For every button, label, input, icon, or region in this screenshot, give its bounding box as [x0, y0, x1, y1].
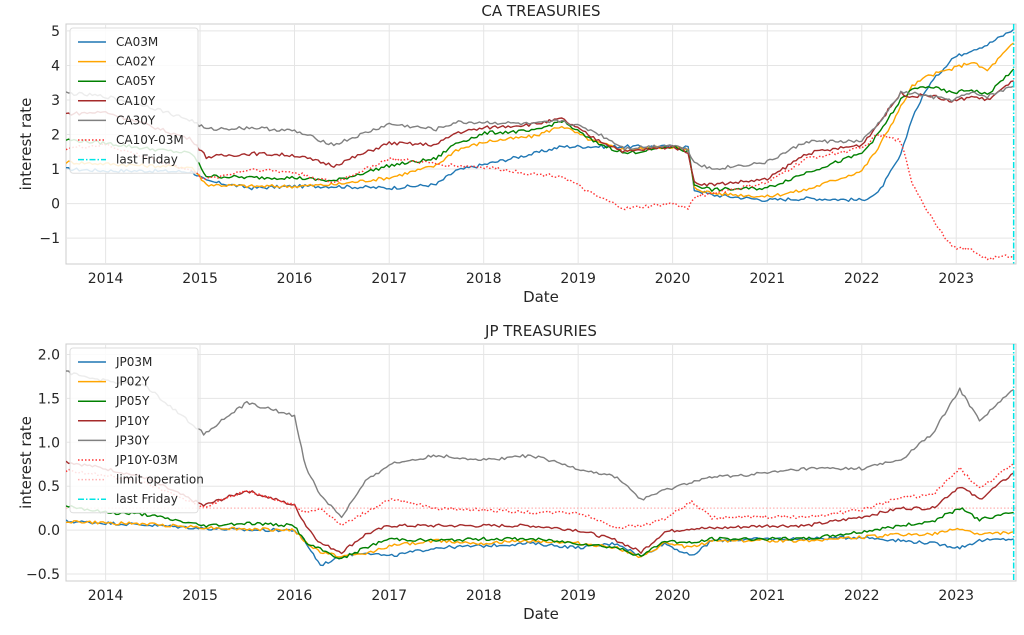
x-tick-label: 2022 — [844, 271, 880, 287]
legend-label: last Friday — [116, 153, 178, 167]
series-line-ca02y — [66, 42, 1015, 199]
y-tick-label: 4 — [51, 58, 60, 74]
legend-label: JP05Y — [115, 394, 150, 408]
legend-label: CA30Y — [116, 113, 156, 127]
x-axis-label: Date — [523, 288, 559, 306]
x-tick-label: 2014 — [88, 271, 124, 287]
series-line-jp05y — [66, 505, 1014, 560]
series-line-ca03m — [66, 28, 1015, 203]
series-line-ca30y — [66, 85, 1014, 171]
x-tick-label: 2016 — [277, 588, 313, 604]
y-tick-label: −1 — [39, 231, 60, 247]
x-tick-label: 2014 — [88, 588, 124, 604]
x-tick-label: 2018 — [466, 588, 502, 604]
x-tick-label: 2021 — [749, 271, 785, 287]
series-line-jp10y-03m — [66, 463, 1014, 530]
series-group — [66, 28, 1015, 261]
legend-label: limit operation — [116, 473, 204, 487]
y-tick-label: 1.5 — [38, 391, 60, 407]
series-line-ca05y — [66, 68, 1015, 192]
y-tick-label: 1.0 — [38, 435, 60, 451]
legend-label: CA10Y — [116, 94, 156, 108]
x-tick-label: 2022 — [844, 588, 880, 604]
y-tick-label: 1 — [51, 162, 60, 178]
chart-title: JP TREASURIES — [484, 322, 597, 340]
x-tick-label: 2019 — [560, 271, 596, 287]
x-axis-label: Date — [523, 605, 559, 623]
series-line-jp02y — [66, 520, 1014, 559]
plot-area — [65, 343, 1017, 582]
legend-label: JP30Y — [115, 433, 150, 447]
x-tick-label: 2016 — [277, 271, 313, 287]
legend-label: JP10Y-03M — [115, 453, 178, 467]
y-tick-label: 0.5 — [38, 479, 60, 495]
y-tick-label: −0.5 — [26, 567, 60, 583]
y-tick-label: 0.0 — [38, 523, 60, 539]
x-tick-label: 2015 — [182, 271, 218, 287]
x-tick-label: 2017 — [371, 588, 407, 604]
y-tick-label: 2.0 — [38, 348, 60, 364]
x-tick-label: 2020 — [655, 271, 691, 287]
x-tick-label: 2020 — [655, 588, 691, 604]
x-tick-label: 2021 — [749, 588, 785, 604]
series-line-ca10y-03m — [66, 133, 1015, 261]
chart-title: CA TREASURIES — [481, 2, 600, 20]
legend-label: JP02Y — [115, 375, 150, 389]
x-tick-label: 2018 — [466, 271, 502, 287]
series-line-jp30y — [66, 370, 1015, 519]
plot-area — [65, 23, 1017, 265]
series-line-jp10y — [66, 460, 1015, 555]
y-tick-label: 5 — [51, 24, 60, 40]
legend-box — [69, 347, 199, 514]
legend-label: CA05Y — [116, 74, 156, 88]
legend-label: JP10Y — [115, 414, 150, 428]
panel-1: 2014 2015 2016 2017 2018 2019 2020 2021 2022 2023… — [17, 322, 1017, 623]
y-tick-label: 3 — [51, 93, 60, 109]
y-tick-label: 2 — [51, 128, 60, 144]
legend-label: last Friday — [116, 492, 178, 506]
series-line-ca10y — [66, 80, 1014, 187]
legend-label: CA02Y — [116, 55, 156, 69]
x-tick-label: 2019 — [560, 588, 596, 604]
legend-box — [69, 27, 199, 174]
x-tick-label: 2017 — [371, 271, 407, 287]
legend-label: JP03M — [115, 355, 152, 369]
panel-0: 2014 2015 2016 2017 2018 2019 2020 2021 2022 2023… — [17, 2, 1017, 306]
y-axis-label: interest rate — [17, 416, 35, 509]
x-tick-label: 2023 — [938, 588, 974, 604]
x-tick-label: 2023 — [938, 271, 974, 287]
legend-label: CA03M — [116, 35, 158, 49]
legend: CA03M CA02Y CA05Y CA10Y CA30Y CA10Y-03M last F… — [69, 27, 199, 174]
legend: JP03M JP02Y JP05Y JP10Y JP30Y JP10Y-03M limit … — [69, 347, 204, 514]
series-group — [66, 370, 1015, 567]
y-axis-label: interest rate — [17, 98, 35, 191]
x-tick-label: 2015 — [182, 588, 218, 604]
legend-label: CA10Y-03M — [116, 133, 184, 147]
y-tick-label: 0 — [51, 197, 60, 213]
